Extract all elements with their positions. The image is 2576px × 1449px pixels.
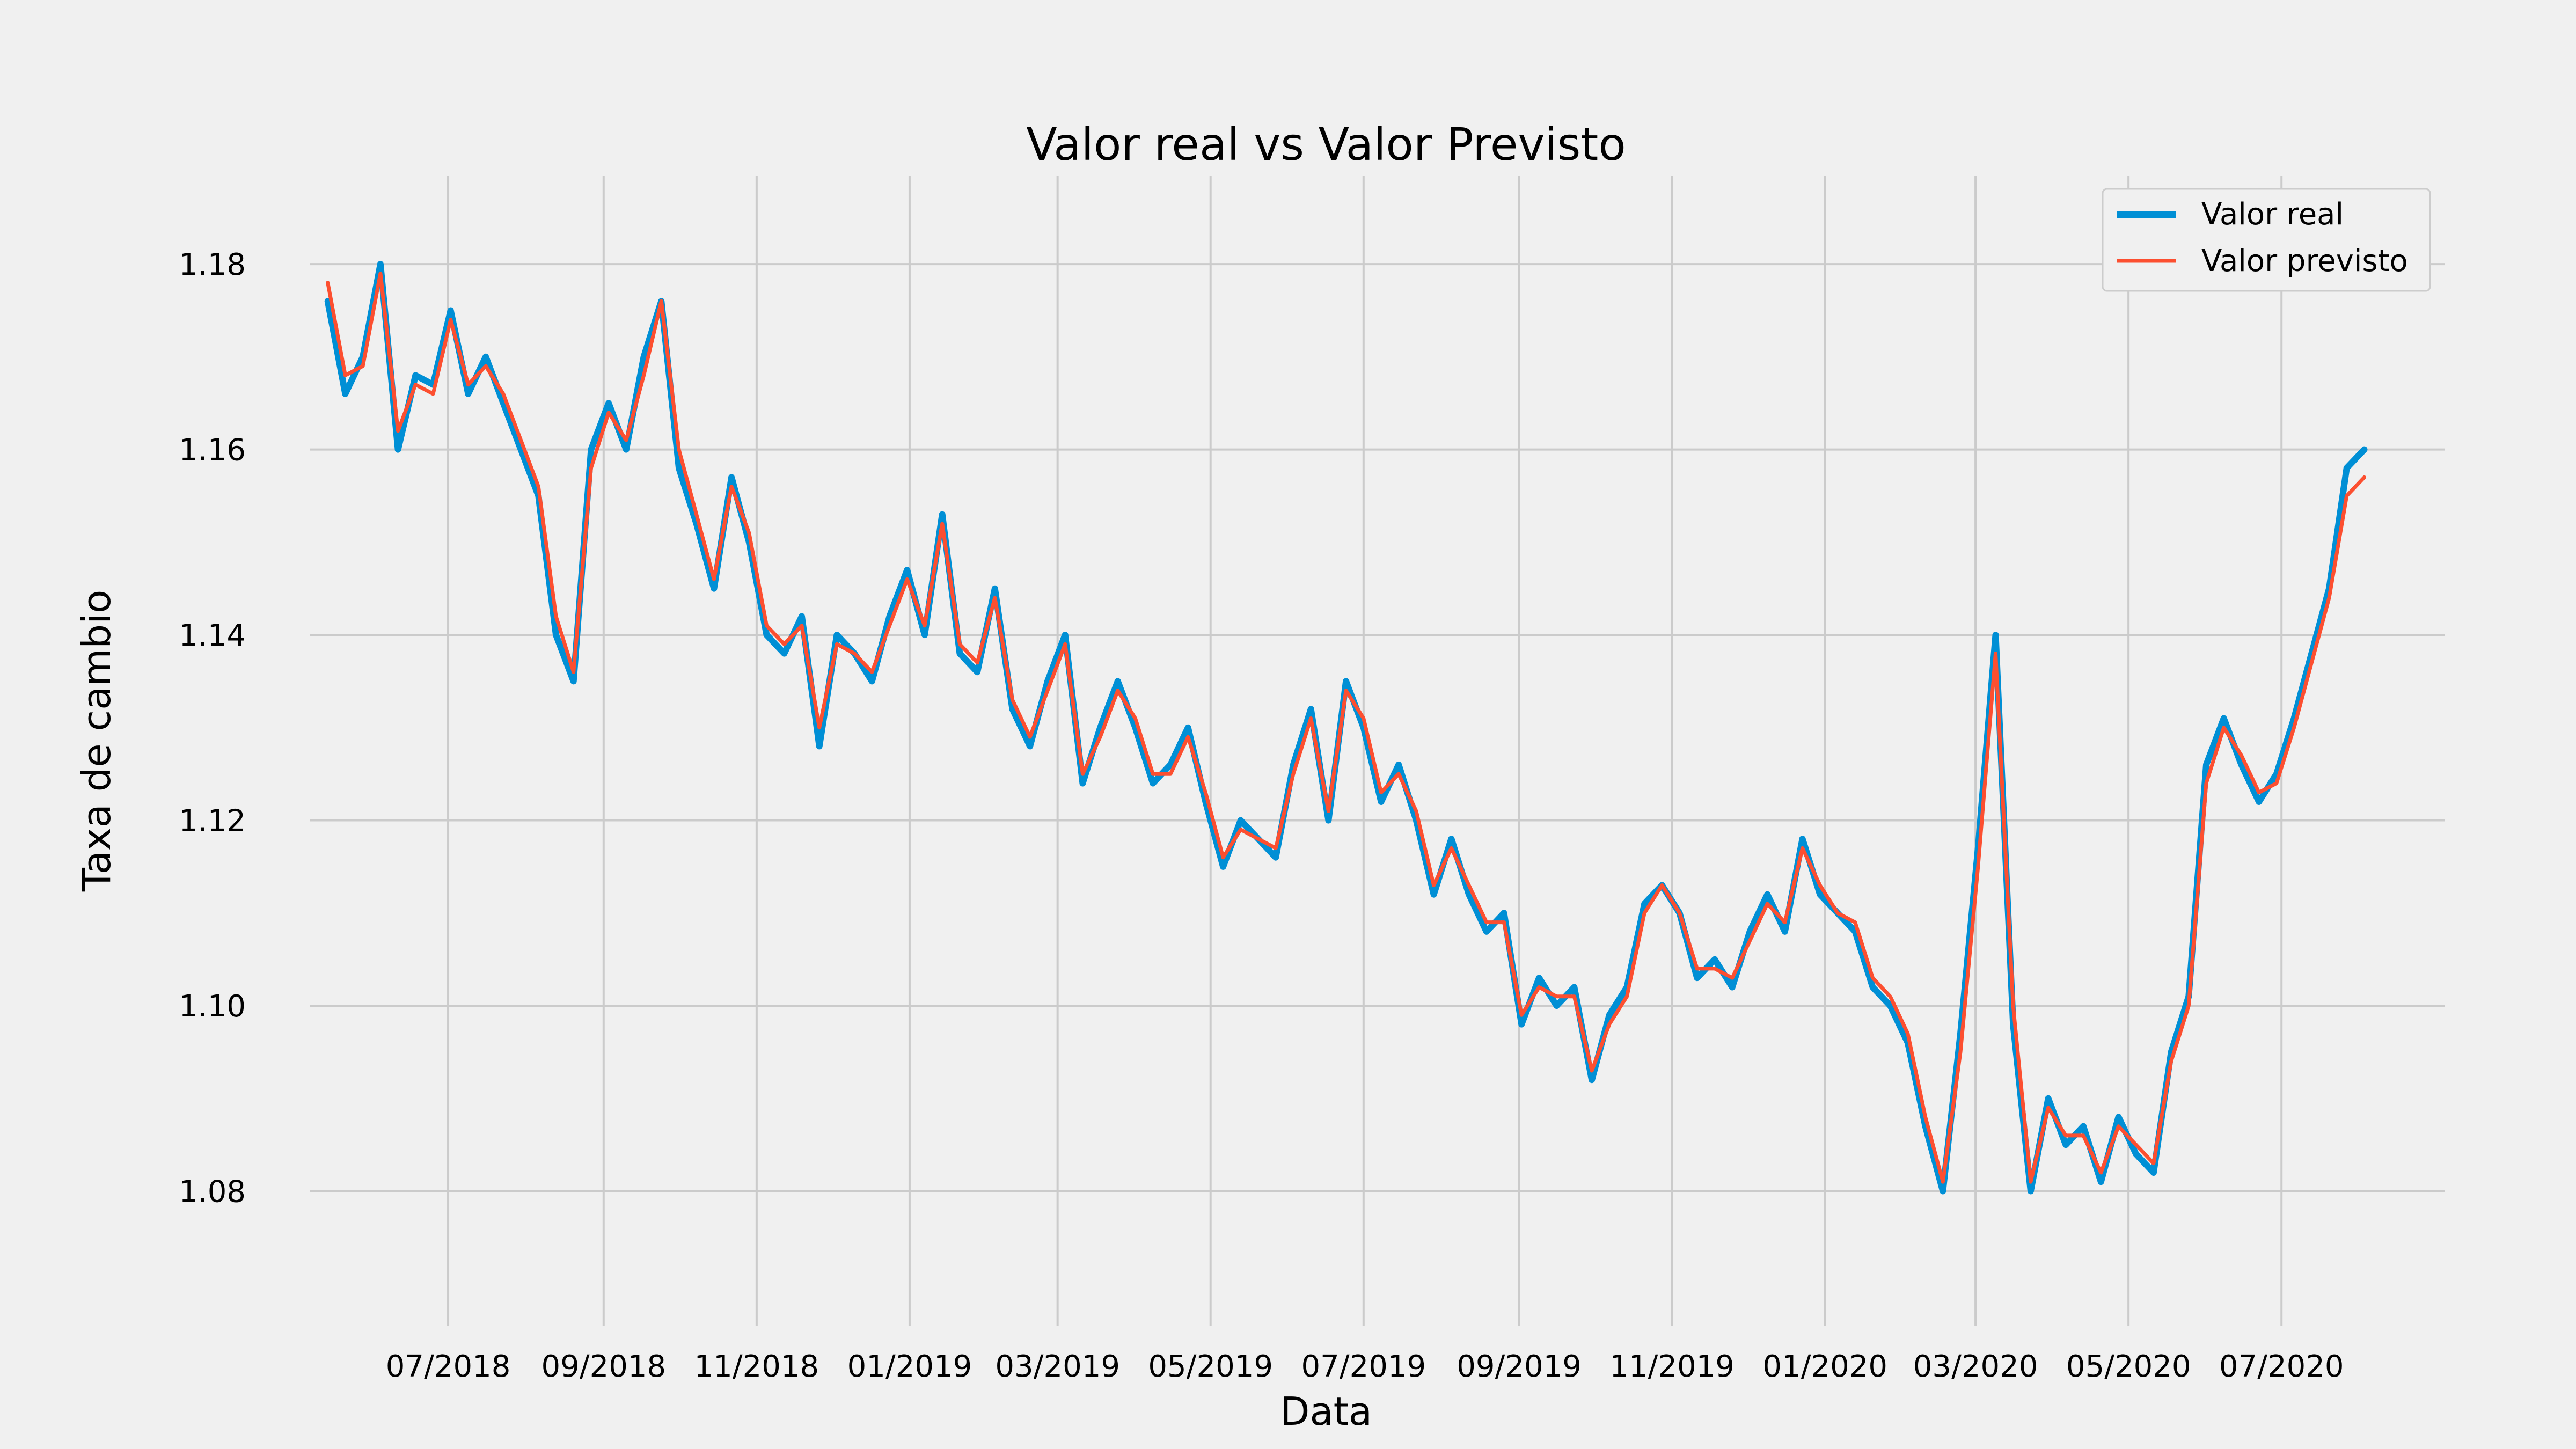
x-tick-label: 03/2020: [1913, 1349, 2038, 1384]
series-layer: [324, 261, 2368, 1195]
x-tick-label: 03/2019: [995, 1349, 1120, 1384]
x-tick-label: 11/2018: [694, 1349, 819, 1384]
x-tick-label: 07/2018: [386, 1349, 511, 1384]
tick-labels: 07/2018 09/2018 11/2018 01/2019 03/2019 05/20…: [179, 247, 2344, 1384]
x-tick-label: 11/2019: [1609, 1349, 1735, 1384]
x-tick-label: 07/2020: [2219, 1349, 2344, 1384]
y-axis-title: Taxa de cambio: [74, 590, 119, 892]
legend-real-label: Valor real: [2201, 197, 2344, 232]
y-tick-label: 1.08: [179, 1175, 246, 1210]
chart-title: Valor real vs Valor Previsto: [1026, 118, 1626, 171]
x-tick-label: 05/2019: [1148, 1349, 1273, 1384]
legend: Valor real Valor previsto: [2102, 188, 2431, 292]
x-tick-label: 01/2020: [1762, 1349, 1887, 1384]
x-tick-label: 09/2019: [1457, 1349, 1582, 1384]
y-tick-label: 1.14: [179, 618, 246, 653]
y-tick-label: 1.16: [179, 433, 246, 468]
x-tick-label: 07/2019: [1301, 1349, 1426, 1384]
x-tick-label: 05/2020: [2066, 1349, 2191, 1384]
legend-previsto-label: Valor previsto: [2201, 244, 2408, 279]
x-tick-label: 01/2019: [847, 1349, 972, 1384]
grid: [310, 176, 2445, 1326]
x-axis-title: Data: [1280, 1389, 1372, 1434]
y-tick-label: 1.18: [179, 247, 246, 282]
y-tick-label: 1.12: [179, 804, 246, 839]
x-tick-label: 09/2018: [541, 1349, 666, 1384]
legend-box: [2102, 188, 2431, 292]
series-line-valor-previsto: [326, 271, 2366, 1184]
y-tick-label: 1.10: [179, 989, 246, 1024]
